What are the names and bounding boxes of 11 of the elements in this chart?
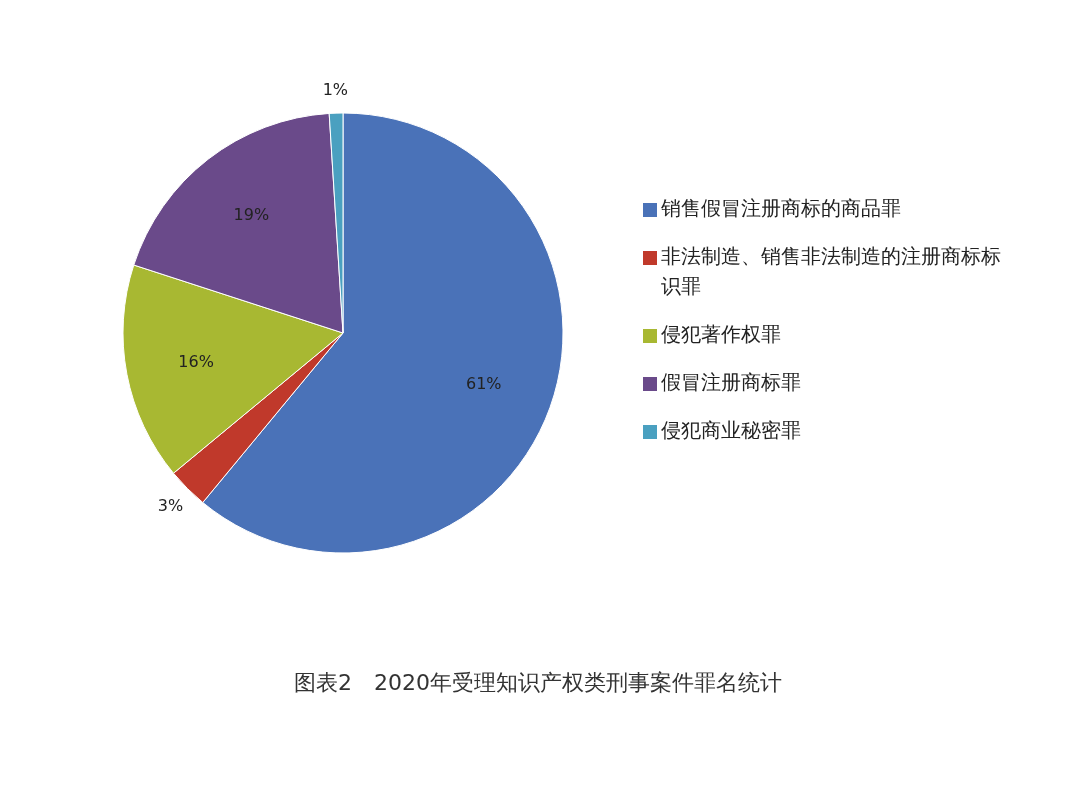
data-label: 16% (178, 351, 214, 371)
data-label: 1% (322, 79, 349, 99)
data-label: 61% (465, 374, 502, 394)
text: 图表2 2020年受理知识产权类刑事案件罪名统计 (293, 669, 783, 697)
data-label: 19% (233, 205, 270, 225)
legend-label: 假冒注册商标罪 (661, 369, 801, 396)
legend-label: 侵犯商业秘密罪 (661, 417, 801, 444)
data-label: 3% (157, 496, 184, 516)
legend-label: 销售假冒注册商标的商品罪 (661, 195, 901, 222)
legend-label: 侵犯著作权罪 (661, 321, 781, 348)
legend-label: 非法制造、销售非法制造的注册商标标识罪 (661, 243, 1001, 300)
